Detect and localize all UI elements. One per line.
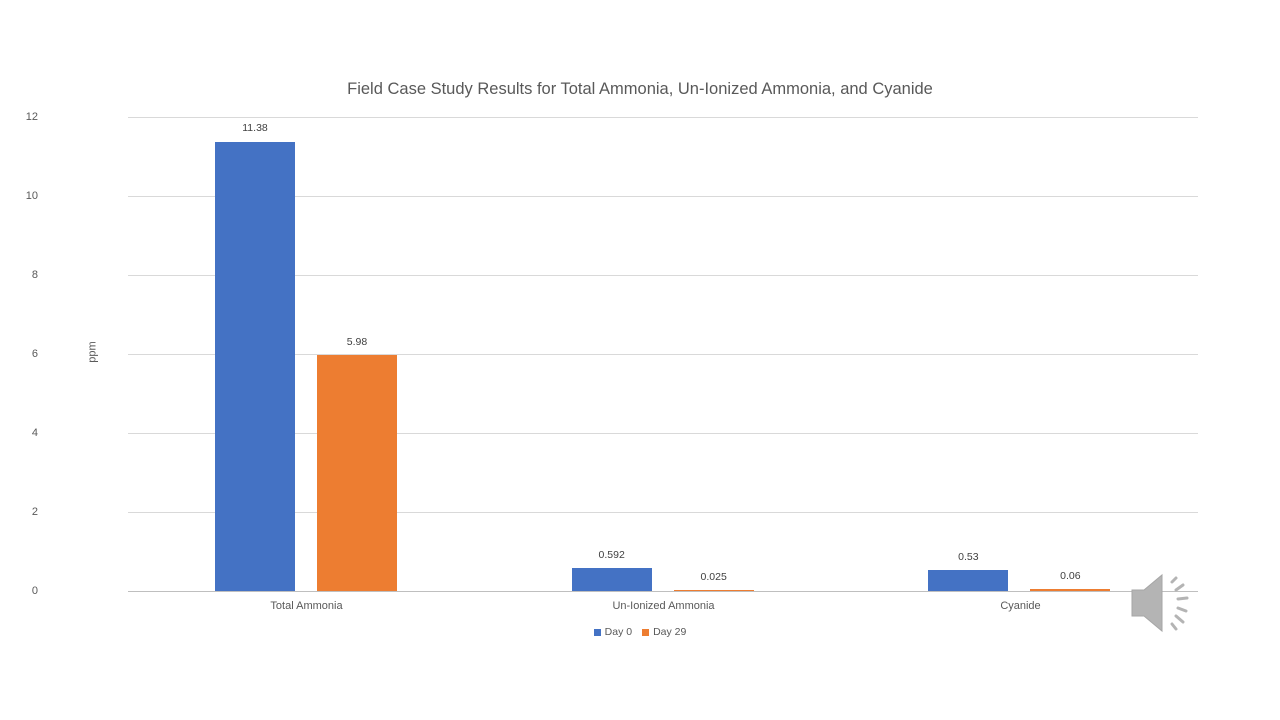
- x-category-label: Un-Ionized Ammonia: [612, 600, 715, 612]
- plot-area: 0 2 4 6 8 10 12 11.38 5.98 0.592 0.025 0.53 0…: [26, 111, 1198, 612]
- x-category-label: Cyanide: [1000, 600, 1041, 612]
- legend-label: Day 0: [604, 626, 633, 638]
- data-label: 11.38: [242, 122, 268, 135]
- legend-item-day0: Day 0: [593, 626, 633, 638]
- y-tick: 10: [25, 190, 38, 202]
- bar-day-0: [928, 570, 1009, 591]
- gridline: [128, 433, 1198, 434]
- gridline: [128, 196, 1198, 197]
- bar-day-29: [673, 589, 754, 591]
- gridline: [128, 275, 1198, 276]
- legend-swatch-icon: [642, 628, 650, 636]
- gridline: [128, 354, 1198, 355]
- bar-day-29: [1030, 588, 1111, 591]
- gridline: [128, 117, 1198, 118]
- y-axis-label: ppm: [86, 341, 99, 363]
- x-category-label: Total Ammonia: [270, 600, 343, 612]
- y-tick: 4: [31, 427, 38, 439]
- y-tick: 6: [31, 348, 38, 360]
- speaker-icon[interactable]: [1130, 572, 1196, 634]
- data-label: 5.98: [346, 335, 368, 348]
- legend-swatch-icon: [593, 628, 601, 636]
- chart-title: Field Case Study Results for Total Ammon…: [347, 80, 933, 98]
- data-label: 0.06: [1060, 569, 1081, 582]
- legend: Day 0 Day 29: [0, 626, 1280, 638]
- legend-label: Day 29: [653, 626, 687, 638]
- legend-item-day29: Day 29: [642, 626, 686, 638]
- y-tick: 8: [31, 269, 38, 281]
- bar-day-29: [317, 354, 397, 591]
- gridline: [128, 512, 1198, 513]
- x-axis-line: [128, 591, 1198, 592]
- y-tick: 2: [31, 506, 38, 518]
- bar-day-0: [215, 141, 295, 591]
- y-tick: 0: [31, 585, 38, 597]
- y-tick: 12: [25, 111, 38, 123]
- data-label: 0.53: [958, 551, 979, 564]
- bar-day-0: [571, 567, 652, 591]
- data-label: 0.592: [598, 548, 625, 561]
- data-label: 0.025: [700, 570, 727, 583]
